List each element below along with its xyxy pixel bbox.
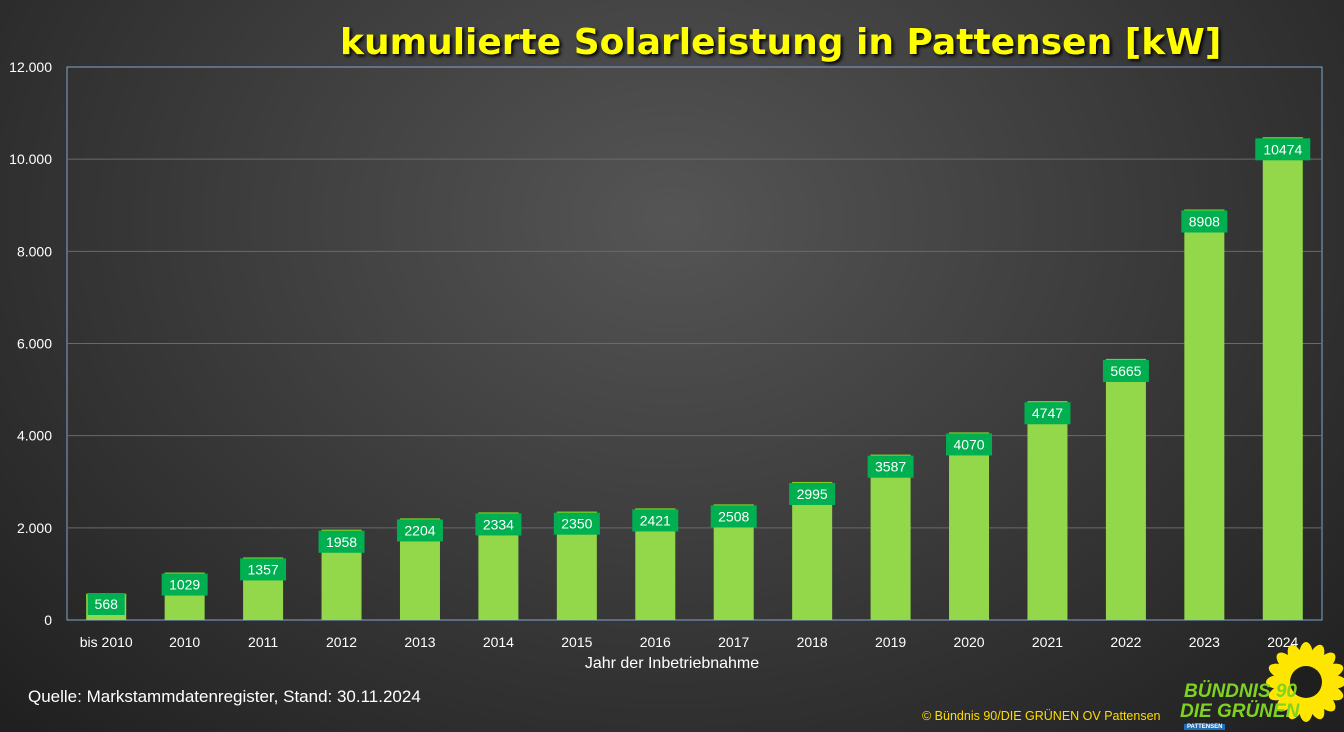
data-label-box (475, 513, 522, 536)
x-tick-label: 2010 (169, 634, 200, 650)
data-label-box (396, 519, 443, 542)
data-label: 1958 (326, 534, 357, 550)
x-tick-label: 2016 (640, 634, 671, 650)
data-label-box (710, 505, 757, 528)
logo-subline: PATTENSEN (1184, 724, 1226, 730)
data-label: 1029 (169, 577, 200, 593)
data-label-box (161, 573, 208, 596)
bar (1262, 137, 1303, 620)
y-tick-label: 12.000 (9, 59, 52, 75)
data-label: 2204 (404, 522, 435, 538)
data-label: 2508 (718, 508, 749, 524)
bar (870, 454, 911, 620)
x-tick-label: 2020 (953, 634, 984, 650)
chart-title: kumulierte Solarleistung in Pattensen [k… (340, 22, 1222, 63)
y-tick-label: 0 (44, 612, 52, 628)
data-label-box (946, 433, 993, 456)
y-tick-label: 4.000 (17, 428, 52, 444)
data-label: 8908 (1189, 213, 1220, 229)
x-tick-label: 2012 (326, 634, 357, 650)
x-tick-label: 2013 (404, 634, 435, 650)
bar (1105, 358, 1146, 620)
sunflower-petal (1287, 644, 1305, 672)
data-label: 4747 (1032, 405, 1063, 421)
data-label: 1357 (248, 561, 279, 577)
data-label: 4070 (953, 436, 984, 452)
data-label-box (553, 512, 600, 535)
data-label-box (1181, 210, 1228, 233)
sunflower-petal (1313, 652, 1336, 675)
data-label: 2334 (483, 516, 514, 532)
bar (792, 481, 833, 620)
data-label-box (318, 530, 365, 553)
logo-line-1: BÜNDNIS 90 (1184, 681, 1297, 702)
sunflower-petal (1276, 689, 1299, 712)
data-label: 2995 (797, 486, 828, 502)
x-tick-label: 2023 (1189, 634, 1220, 650)
y-tick-label: 6.000 (17, 336, 52, 352)
data-label: 2350 (561, 516, 592, 532)
x-axis-title: Jahr der Inbetriebnahme (584, 655, 760, 672)
x-tick-label: 2017 (718, 634, 749, 650)
bar (1027, 401, 1068, 620)
sunflower-petal (1313, 689, 1336, 712)
x-tick-label: 2022 (1110, 634, 1141, 650)
data-label-box (240, 558, 287, 581)
x-tick-label: bis 2010 (80, 634, 133, 650)
data-label-box (87, 593, 125, 615)
copyright-note: © Bündnis 90/DIE GRÜNEN OV Pattensen (922, 709, 1161, 723)
y-tick-label: 2.000 (17, 520, 52, 536)
logo-line-2: DIE GRÜNEN (1180, 701, 1300, 722)
data-label-box (1024, 402, 1071, 425)
x-tick-label: 2018 (797, 634, 828, 650)
bar (949, 432, 990, 620)
data-label-box (789, 482, 836, 505)
bar (1184, 209, 1225, 620)
x-tick-label: 2011 (248, 634, 278, 650)
data-label-box (1255, 138, 1311, 161)
y-tick-label: 8.000 (17, 243, 52, 259)
data-label-box (1102, 359, 1149, 382)
x-tick-label: 2019 (875, 634, 906, 650)
data-label-box (632, 509, 679, 532)
data-label: 2421 (640, 512, 671, 528)
data-label: 568 (95, 596, 119, 612)
sunflower-petal (1276, 652, 1299, 675)
data-label: 5665 (1110, 363, 1141, 379)
data-label-box (867, 455, 914, 478)
x-tick-label: 2021 (1032, 634, 1063, 650)
data-label: 3587 (875, 459, 906, 475)
x-tick-label: 2015 (561, 634, 592, 650)
x-tick-label: 2014 (483, 634, 514, 650)
data-label: 10474 (1263, 141, 1302, 157)
party-logo: BÜNDNIS 90 DIE GRÜNEN PATTENSEN (1178, 642, 1344, 732)
source-note: Quelle: Markstammdatenregister, Stand: 3… (28, 687, 421, 706)
sunflower-icon (1266, 642, 1344, 722)
y-tick-label: 10.000 (9, 151, 52, 167)
